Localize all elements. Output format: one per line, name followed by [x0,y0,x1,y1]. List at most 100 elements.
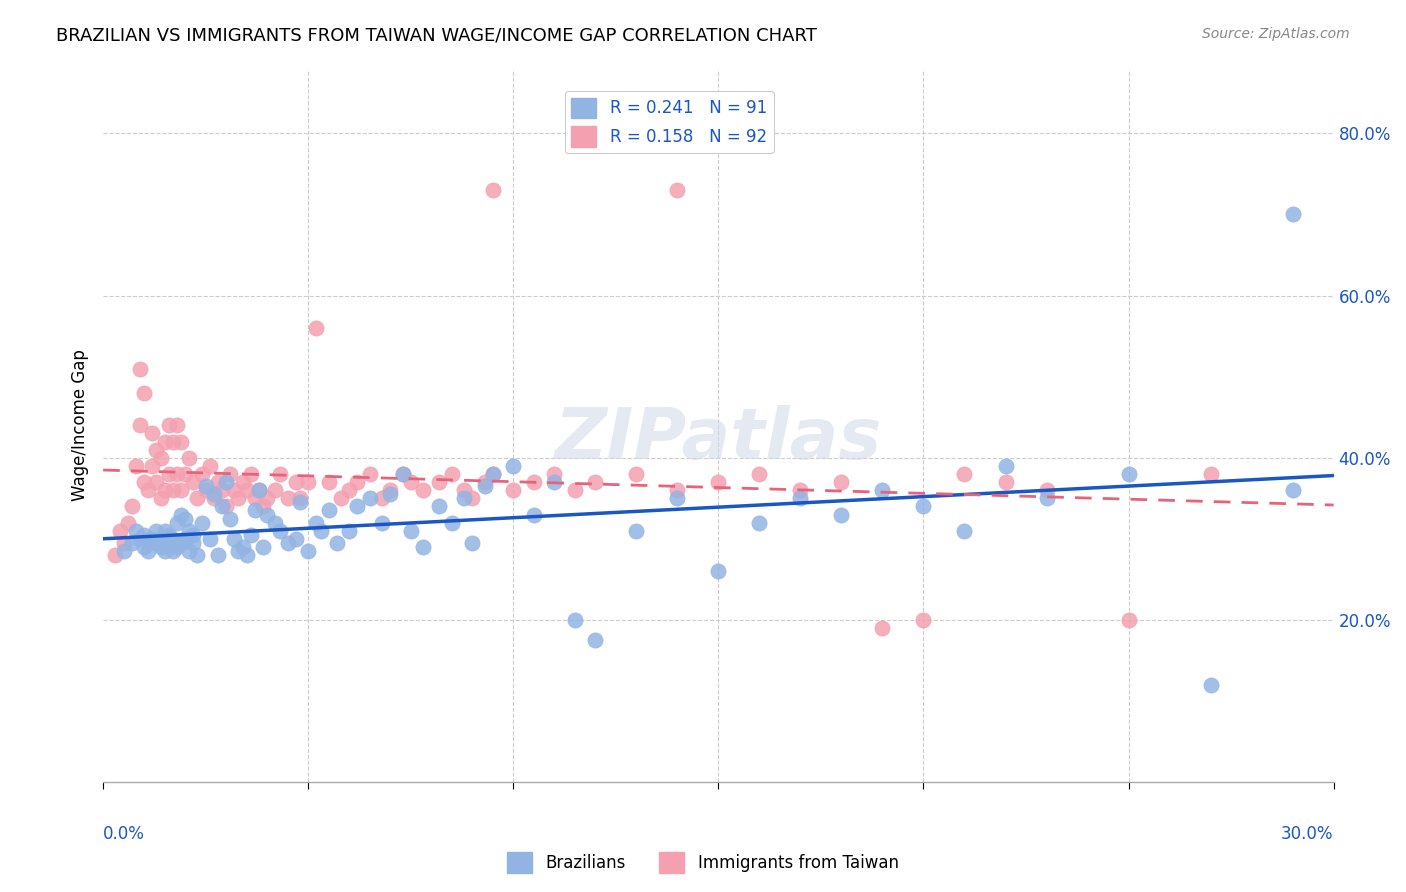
Point [149,491,172,506]
Point [174,532,197,546]
Point [215,475,238,489]
Point [134,385,156,400]
Point [277,491,299,506]
Point [337,524,360,538]
Point [247,483,270,498]
Point [666,491,689,506]
Point [269,524,291,538]
Point [830,508,852,522]
Point [748,516,770,530]
Point [359,491,381,506]
Point [145,524,167,538]
Point [207,475,229,489]
Point [170,434,193,449]
Text: BRAZILIAN VS IMMIGRANTS FROM TAIWAN WAGE/INCOME GAP CORRELATION CHART: BRAZILIAN VS IMMIGRANTS FROM TAIWAN WAGE… [56,27,817,45]
Point [183,475,205,489]
Point [145,475,167,489]
Point [1035,483,1057,498]
Point [440,467,463,481]
Point [502,483,524,498]
Point [235,483,257,498]
Point [523,475,546,489]
Point [145,536,167,550]
Point [252,540,274,554]
Point [412,483,434,498]
Text: ZIPatlas: ZIPatlas [555,405,882,474]
Point [666,483,689,498]
Point [228,544,250,558]
Point [830,475,852,489]
Point [170,508,193,522]
Point [269,467,291,481]
Point [202,487,225,501]
Point [215,500,238,514]
Point [481,467,503,481]
Point [166,418,188,433]
Point [564,613,586,627]
Point [789,491,811,506]
Point [149,450,172,465]
Point [134,540,156,554]
Point [232,540,254,554]
Point [912,500,935,514]
Point [219,511,242,525]
Point [153,434,176,449]
Point [157,536,180,550]
Point [183,528,205,542]
Point [583,475,606,489]
Point [994,475,1017,489]
Point [461,491,484,506]
Point [174,467,197,481]
Point [453,491,475,506]
Point [153,524,176,538]
Point [157,418,180,433]
Point [136,532,159,546]
Point [166,467,188,481]
Point [141,532,163,546]
Point [256,491,278,506]
Point [162,434,184,449]
Point [125,458,148,473]
Point [284,475,307,489]
Point [194,479,217,493]
Point [232,475,254,489]
Text: Source: ZipAtlas.com: Source: ZipAtlas.com [1202,27,1350,41]
Point [305,516,328,530]
Point [453,483,475,498]
Point [789,483,811,498]
Point [239,528,262,542]
Point [564,483,586,498]
Point [309,524,332,538]
Point [707,564,730,578]
Point [145,442,167,457]
Point [412,540,434,554]
Point [474,479,496,493]
Point [543,475,565,489]
Legend: Brazilians, Immigrants from Taiwan: Brazilians, Immigrants from Taiwan [501,846,905,880]
Point [166,540,188,554]
Point [277,536,299,550]
Point [108,524,131,538]
Point [264,516,287,530]
Point [141,426,163,441]
Point [129,361,152,376]
Point [748,467,770,481]
Point [162,544,184,558]
Point [179,524,201,538]
Point [190,467,212,481]
Point [380,487,402,501]
Point [953,467,976,481]
Point [872,483,894,498]
Point [129,532,152,546]
Point [157,528,180,542]
Point [626,467,648,481]
Point [179,544,201,558]
Point [153,544,176,558]
Point [626,524,648,538]
Point [224,483,246,498]
Point [583,633,606,648]
Point [211,500,233,514]
Point [235,548,257,562]
Y-axis label: Wage/Income Gap: Wage/Income Gap [72,350,89,501]
Point [481,183,503,197]
